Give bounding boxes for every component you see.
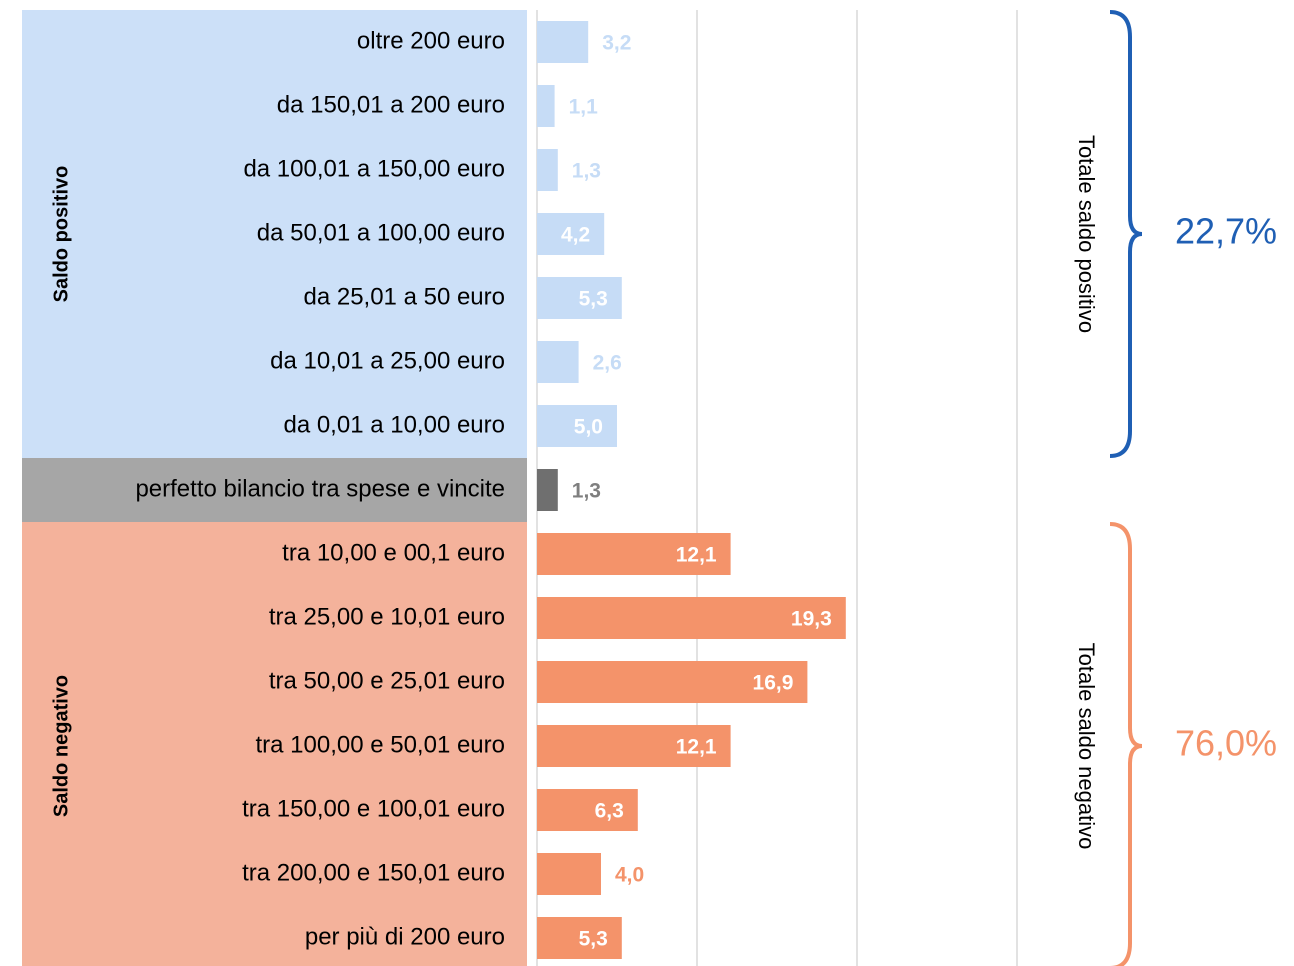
group-panel	[22, 10, 527, 458]
bar	[537, 725, 731, 767]
bar	[537, 469, 558, 511]
bar	[537, 341, 579, 383]
bar	[537, 533, 731, 575]
value-label: 4,2	[561, 224, 590, 247]
bar	[537, 277, 622, 319]
value-label: 1,3	[572, 480, 601, 503]
total-caption: Totale saldo positivo	[1074, 135, 1099, 333]
category-label: da 25,01 a 50 euro	[303, 283, 505, 310]
category-label: perfetto bilancio tra spese e vincite	[135, 475, 505, 502]
group-label: Saldo positivo	[50, 166, 72, 303]
bracket	[1109, 522, 1143, 966]
category-label: tra 200,00 e 150,01 euro	[242, 859, 505, 886]
bar	[537, 21, 589, 63]
category-label: tra 150,00 e 100,01 euro	[242, 795, 505, 822]
group-panel	[22, 522, 527, 966]
value-label: 5,0	[574, 416, 603, 439]
bracket	[1109, 10, 1143, 458]
category-label: da 100,01 a 150,00 euro	[243, 155, 505, 182]
category-label: da 10,01 a 25,00 euro	[270, 347, 505, 374]
value-label: 1,3	[572, 160, 601, 183]
total-value: 76,0%	[1175, 723, 1277, 764]
value-label: 6,3	[595, 800, 624, 823]
value-label: 12,1	[676, 736, 717, 759]
category-label: tra 10,00 e 00,1 euro	[282, 539, 505, 566]
group-panel	[22, 458, 527, 522]
category-label: oltre 200 euro	[357, 27, 505, 54]
bar	[537, 597, 846, 639]
value-label: 1,1	[569, 96, 599, 119]
category-label: da 150,01 a 200 euro	[277, 91, 505, 118]
value-label: 2,6	[593, 352, 622, 375]
value-label: 12,1	[676, 544, 717, 567]
bar	[537, 661, 808, 703]
value-label: 16,9	[753, 672, 794, 695]
total-caption: Totale saldo negativo	[1074, 643, 1099, 850]
bar	[537, 213, 605, 255]
value-label: 4,0	[615, 864, 644, 887]
value-label: 5,3	[579, 288, 608, 311]
category-label: tra 25,00 e 10,01 euro	[269, 603, 505, 630]
category-label: da 0,01 a 10,00 euro	[283, 411, 505, 438]
bar	[537, 85, 555, 127]
total-value: 22,7%	[1175, 211, 1277, 252]
bar	[537, 405, 617, 447]
bar	[537, 789, 638, 831]
category-label: tra 50,00 e 25,01 euro	[269, 667, 505, 694]
bar	[537, 917, 622, 959]
category-label: tra 100,00 e 50,01 euro	[255, 731, 505, 758]
value-label: 5,3	[579, 928, 608, 951]
bar	[537, 149, 558, 191]
category-label: da 50,01 a 100,00 euro	[257, 219, 505, 246]
group-label: Saldo negativo	[50, 675, 72, 817]
value-label: 19,3	[791, 608, 832, 631]
category-label: per più di 200 euro	[305, 923, 505, 950]
value-label: 3,2	[602, 32, 631, 55]
bar	[537, 853, 601, 895]
